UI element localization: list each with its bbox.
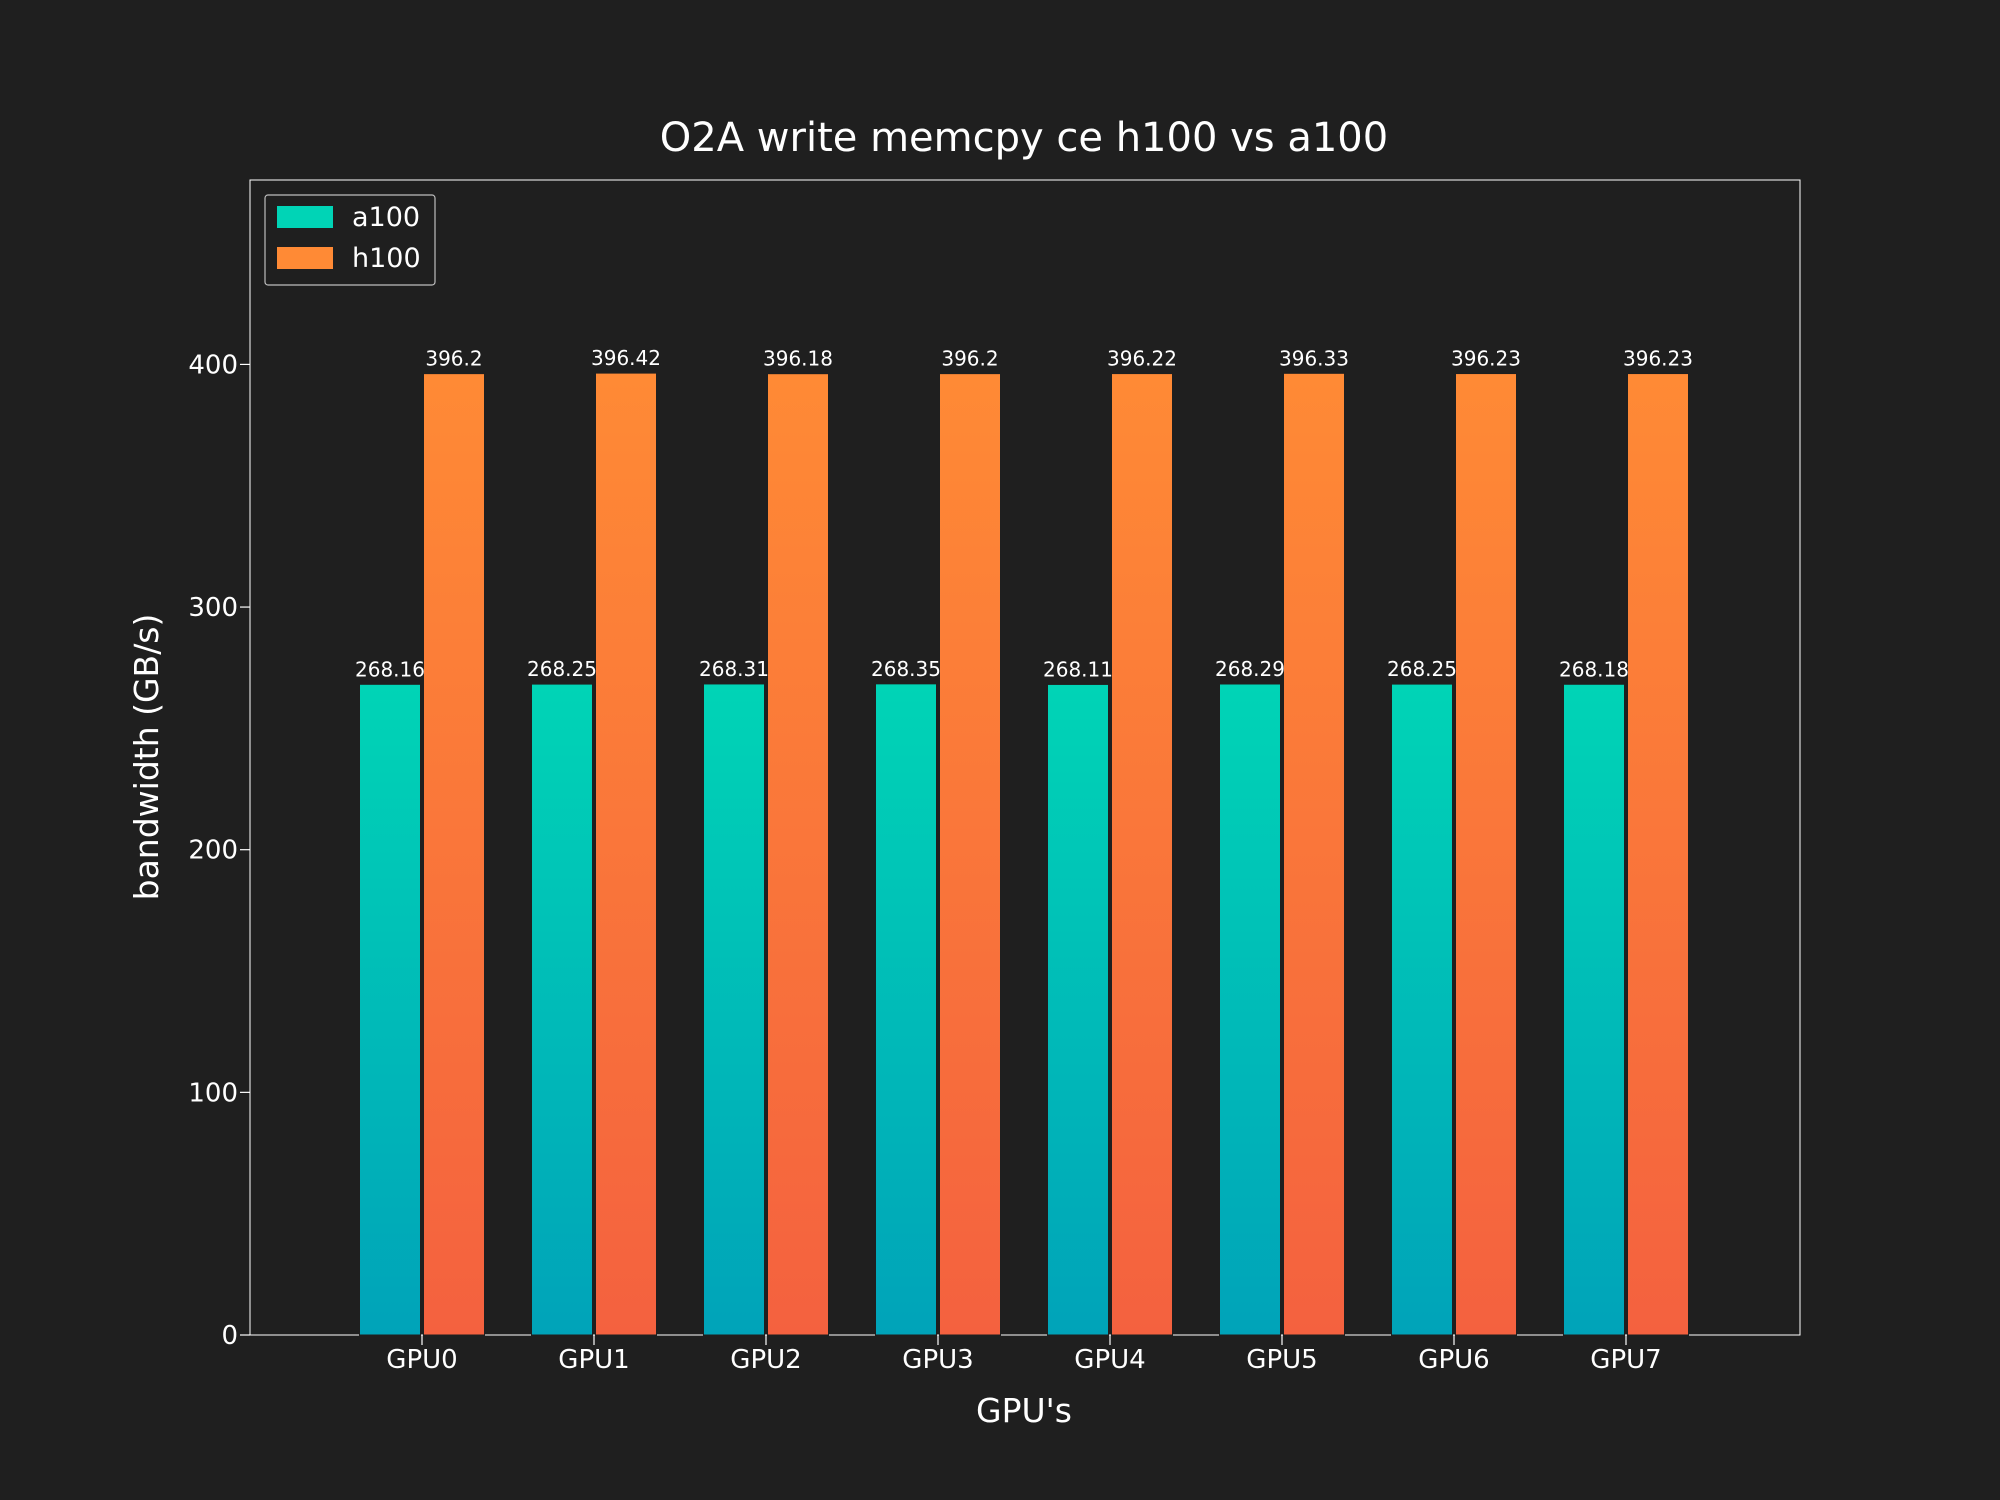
x-axis: GPU0 GPU1 GPU2 GPU3 GPU4 GPU5 GPU6 GPU7 <box>386 1335 1662 1375</box>
value-label-a100-gpu2: 268.31 <box>699 657 769 681</box>
value-label-a100-gpu5: 268.29 <box>1215 657 1285 681</box>
value-label-a100-gpu4: 268.11 <box>1043 657 1113 681</box>
plot-frame <box>249 179 1801 1336</box>
y-tick-label-100: 100 <box>188 1078 238 1108</box>
bar-h100-gpu4 <box>1111 373 1173 1336</box>
bar-h100-gpu3 <box>939 373 1001 1336</box>
y-axis: 0 100 200 300 400 <box>188 350 250 1351</box>
bar-a100-gpu6 <box>1391 683 1453 1336</box>
y-tick-label-400: 400 <box>188 350 238 380</box>
bar-h100-gpu0 <box>423 373 485 1336</box>
bar-a100-gpu7 <box>1563 683 1625 1336</box>
bar-a100-gpu5 <box>1219 683 1281 1336</box>
bar-a100-gpu0 <box>359 683 421 1336</box>
legend: a100 h100 <box>264 194 436 286</box>
value-label-a100-gpu0: 268.16 <box>355 657 425 681</box>
bar-h100-gpu2 <box>767 373 829 1336</box>
x-tick-label-gpu6: GPU6 <box>1418 1345 1489 1375</box>
bar-a100-gpu1 <box>531 683 593 1336</box>
bar-a100-gpu3 <box>875 683 937 1336</box>
value-label-h100-gpu1: 396.42 <box>591 346 661 370</box>
legend-label-a100: a100 <box>352 202 420 233</box>
x-tick-label-gpu1: GPU1 <box>558 1345 629 1375</box>
x-tick-label-gpu2: GPU2 <box>730 1345 801 1375</box>
value-label-h100-gpu7: 396.23 <box>1623 347 1693 371</box>
chart-title: O2A write memcpy ce h100 vs a100 <box>660 115 1388 161</box>
value-label-h100-gpu0: 396.2 <box>425 347 482 371</box>
bar-h100-gpu1 <box>595 372 657 1336</box>
value-label-a100-gpu7: 268.18 <box>1559 657 1629 681</box>
value-label-a100-gpu1: 268.25 <box>527 657 597 681</box>
value-label-h100-gpu2: 396.18 <box>763 347 833 371</box>
bars-layer <box>359 372 1689 1336</box>
legend-label-h100: h100 <box>352 243 421 274</box>
x-tick-label-gpu5: GPU5 <box>1246 1345 1317 1375</box>
value-label-a100-gpu6: 268.25 <box>1387 657 1457 681</box>
value-labels-layer: 268.16 396.2 268.25 396.42 268.31 396.18 268.3… <box>355 346 1693 681</box>
value-label-h100-gpu4: 396.22 <box>1107 347 1177 371</box>
value-label-a100-gpu3: 268.35 <box>871 657 941 681</box>
bar-a100-gpu4 <box>1047 683 1109 1336</box>
value-label-h100-gpu3: 396.2 <box>941 347 998 371</box>
bar-h100-gpu6 <box>1455 373 1517 1336</box>
x-tick-label-gpu3: GPU3 <box>902 1345 973 1375</box>
x-tick-label-gpu0: GPU0 <box>386 1345 457 1375</box>
y-axis-label: bandwidth (GB/s) <box>127 614 166 901</box>
legend-swatch-a100 <box>277 206 333 228</box>
bar-h100-gpu7 <box>1627 373 1689 1336</box>
x-axis-label: GPU's <box>976 1391 1072 1430</box>
y-tick-label-300: 300 <box>188 593 238 623</box>
plot-area <box>249 179 1801 1336</box>
bar-a100-gpu2 <box>703 683 765 1336</box>
x-tick-label-gpu4: GPU4 <box>1074 1345 1145 1375</box>
legend-swatch-h100 <box>277 247 333 269</box>
value-label-h100-gpu5: 396.33 <box>1279 346 1349 370</box>
y-tick-label-0: 0 <box>221 1321 238 1351</box>
bar-h100-gpu5 <box>1283 372 1345 1336</box>
value-label-h100-gpu6: 396.23 <box>1451 347 1521 371</box>
y-tick-label-200: 200 <box>188 836 238 866</box>
x-tick-label-gpu7: GPU7 <box>1590 1345 1661 1375</box>
